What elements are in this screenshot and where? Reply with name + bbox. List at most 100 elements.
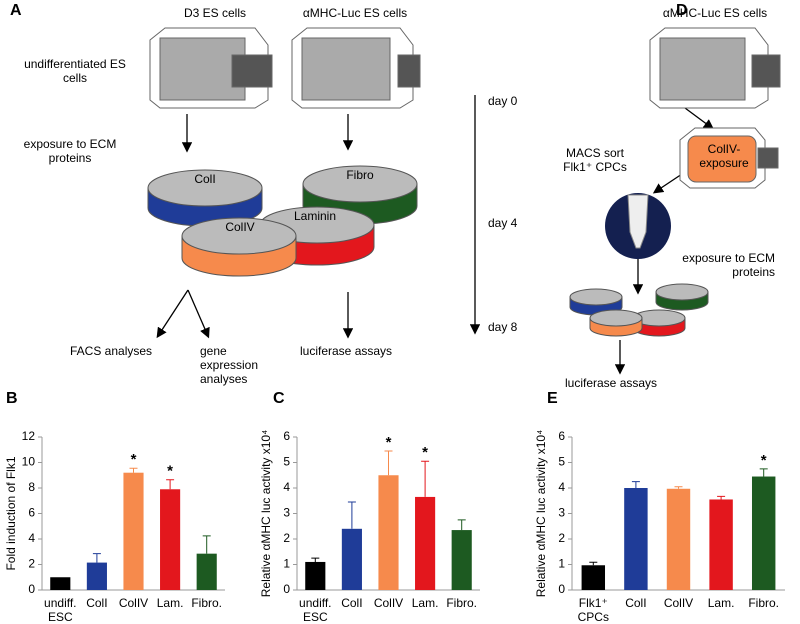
y-tick-label: 2 <box>283 531 290 545</box>
y-tick-label: 2 <box>558 531 565 545</box>
x-tick-label: ColI <box>86 596 108 610</box>
dish-label: ColI <box>194 172 216 186</box>
x-tick-label: ColI <box>341 596 363 610</box>
error-bar <box>421 460 430 497</box>
flask <box>149 27 273 109</box>
bar <box>50 577 71 590</box>
day-label: day 8 <box>488 320 518 334</box>
error-bar <box>674 486 683 489</box>
dish-coliv <box>181 217 297 277</box>
y-tick-label: 10 <box>22 455 36 469</box>
y-axis-label: Fold induction of Flk1 <box>4 456 18 570</box>
bar <box>709 499 733 590</box>
y-tick-label: 12 <box>22 429 36 443</box>
error-bar <box>589 561 598 566</box>
bar <box>415 496 436 590</box>
error-bar <box>631 481 640 488</box>
y-tick-label: 6 <box>28 506 35 520</box>
x-tick-label: ColI <box>625 596 647 610</box>
error-bar <box>384 450 393 476</box>
bar <box>341 528 362 590</box>
y-tick-label: 3 <box>283 506 290 520</box>
y-tick-label: 1 <box>558 557 565 571</box>
flask <box>291 27 421 109</box>
error-bar <box>457 519 466 531</box>
bar <box>86 562 107 590</box>
y-tick-label: 5 <box>558 455 565 469</box>
x-tick-label: Lam. <box>411 596 439 610</box>
flask-coliv <box>679 127 779 189</box>
y-tick-label: 6 <box>558 429 565 443</box>
bar <box>624 488 648 590</box>
significance-mark: * <box>386 434 392 451</box>
y-tick-label: 1 <box>283 557 290 571</box>
y-tick-label: 5 <box>283 455 290 469</box>
label: FACS analyses <box>70 344 153 358</box>
x-tick-label: undiff. ESC <box>299 596 332 624</box>
x-tick-label: ColIV <box>663 596 694 610</box>
day-label: day 0 <box>488 94 518 108</box>
flask <box>649 27 781 109</box>
error-bar <box>129 467 138 473</box>
y-tick-label: 2 <box>28 557 35 571</box>
label: luciferase assays <box>565 376 658 390</box>
label: D3 ES cells <box>183 6 247 20</box>
panel-label: B <box>6 390 18 407</box>
x-tick-label: Lam. <box>156 596 184 610</box>
y-tick-label: 4 <box>28 531 35 545</box>
x-tick-label: Lam. <box>707 596 735 610</box>
significance-mark: * <box>167 463 173 480</box>
error-bar <box>347 501 356 529</box>
dish-label: Fibro <box>346 168 374 182</box>
bar <box>305 561 326 590</box>
x-tick-label: Fibro. <box>191 596 223 610</box>
x-tick-label: undiff. ESC <box>44 596 77 624</box>
bar <box>451 530 472 590</box>
x-tick-label: Fibro. <box>446 596 478 610</box>
dish-label: Laminin <box>293 209 337 223</box>
label: ColIV-exposure <box>699 142 749 170</box>
panel-label: C <box>273 390 285 407</box>
error-bar <box>717 495 726 500</box>
y-tick-label: 0 <box>283 582 290 596</box>
small-dishes <box>569 283 709 337</box>
label: gene expression analyses <box>200 344 259 386</box>
panel-label: E <box>547 390 558 407</box>
label: exposure to ECM proteins <box>23 137 117 165</box>
significance-mark: * <box>761 452 767 469</box>
label: exposure to ECM proteins <box>682 251 775 279</box>
y-axis-label: Relative αMHC luc activity x10⁴ <box>534 430 548 597</box>
error-bar <box>202 535 211 554</box>
y-tick-label: 4 <box>283 480 290 494</box>
bar <box>160 489 181 590</box>
label: luciferase assays <box>300 344 393 358</box>
label: αMHC-Luc ES cells <box>662 6 768 20</box>
bar <box>751 476 776 590</box>
y-tick-label: 0 <box>28 582 35 596</box>
significance-mark: * <box>131 451 137 468</box>
label: αMHC-Luc ES cells <box>302 6 408 20</box>
label: undifferentiated ES cells <box>24 57 126 85</box>
x-tick-label: ColIV <box>118 596 149 610</box>
x-tick-label: Flk1⁺ CPCs <box>577 596 609 624</box>
y-tick-label: 6 <box>283 429 290 443</box>
bar <box>123 472 144 590</box>
error-bar <box>92 553 101 563</box>
y-axis-label: Relative αMHC luc activity x10⁴ <box>259 430 273 597</box>
y-tick-label: 4 <box>558 480 565 494</box>
y-tick-label: 3 <box>558 506 565 520</box>
macs-column <box>605 193 671 259</box>
arrows <box>156 95 715 375</box>
x-tick-label: Fibro. <box>748 596 780 610</box>
error-bar <box>311 557 320 562</box>
panel-label: A <box>10 2 22 19</box>
dish-label: ColIV <box>225 220 255 234</box>
y-tick-label: 8 <box>28 480 35 494</box>
day-label: day 4 <box>488 216 518 230</box>
label: MACS sort Flk1⁺ CPCs <box>563 146 627 174</box>
y-tick-label: 0 <box>558 582 565 596</box>
bar <box>666 488 691 590</box>
error-bar <box>166 479 175 490</box>
